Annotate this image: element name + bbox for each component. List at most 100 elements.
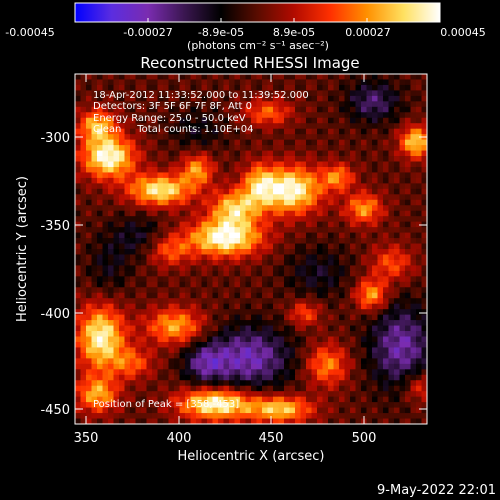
heatmap-cell bbox=[124, 303, 131, 310]
heatmap-cell bbox=[91, 396, 98, 403]
heatmap-cell bbox=[311, 259, 318, 266]
heatmap-cell bbox=[410, 166, 417, 173]
heatmap-cell bbox=[174, 221, 180, 228]
heatmap-cell bbox=[152, 101, 158, 108]
heatmap-cell bbox=[130, 161, 136, 168]
heatmap-cell bbox=[284, 243, 290, 250]
heatmap-cell bbox=[339, 161, 345, 168]
heatmap-cell bbox=[185, 298, 191, 305]
heatmap-cell bbox=[394, 79, 400, 86]
heatmap-cell bbox=[229, 210, 235, 217]
heatmap-cell bbox=[152, 303, 158, 310]
heatmap-cell bbox=[256, 320, 263, 326]
heatmap-cell bbox=[141, 145, 147, 151]
heatmap-cell bbox=[278, 287, 285, 294]
heatmap-cell bbox=[152, 145, 158, 151]
heatmap-cell bbox=[339, 128, 345, 135]
heatmap-cell bbox=[174, 292, 180, 299]
heatmap-cell bbox=[372, 79, 378, 86]
heatmap-cell bbox=[383, 402, 389, 408]
heatmap-cell bbox=[179, 139, 186, 146]
heatmap-cell bbox=[289, 134, 296, 141]
heatmap-cell bbox=[394, 134, 400, 141]
heatmap-cell bbox=[130, 205, 136, 212]
heatmap-cell bbox=[119, 74, 125, 80]
heatmap-cell bbox=[339, 243, 345, 250]
heatmap-cell bbox=[366, 156, 373, 162]
heatmap-cell bbox=[245, 270, 252, 277]
heatmap-cell bbox=[152, 287, 158, 294]
heatmap-cell bbox=[416, 314, 422, 321]
heatmap-cell bbox=[212, 188, 219, 195]
heatmap-cell bbox=[130, 314, 136, 321]
heatmap-cell bbox=[229, 194, 235, 201]
heatmap-cell bbox=[416, 210, 422, 217]
heatmap-cell bbox=[245, 194, 252, 201]
heatmap-cell bbox=[240, 298, 246, 305]
heatmap-cell bbox=[179, 287, 186, 294]
heatmap-cell bbox=[212, 123, 219, 130]
heatmap-cell bbox=[405, 227, 411, 233]
heatmap-cell bbox=[245, 396, 252, 403]
heatmap-cell bbox=[80, 183, 87, 190]
heatmap-cell bbox=[372, 74, 378, 80]
heatmap-cell bbox=[410, 298, 417, 305]
heatmap-cell bbox=[80, 205, 87, 212]
heatmap-cell bbox=[91, 101, 98, 108]
heatmap-cell bbox=[383, 287, 389, 294]
heatmap-cell bbox=[366, 183, 373, 190]
heatmap-cell bbox=[141, 347, 147, 354]
heatmap-cell bbox=[416, 117, 422, 124]
heatmap-cell bbox=[399, 183, 406, 190]
heatmap-cell bbox=[119, 331, 125, 337]
heatmap-cell bbox=[251, 79, 257, 86]
heatmap-cell bbox=[311, 106, 318, 113]
heatmap-cell bbox=[289, 270, 296, 277]
heatmap-cell bbox=[234, 156, 241, 162]
heatmap-cell bbox=[361, 391, 367, 398]
heatmap-cell bbox=[240, 396, 246, 403]
heatmap-cell bbox=[388, 150, 395, 157]
heatmap-cell bbox=[377, 320, 384, 326]
heatmap-cell bbox=[317, 177, 323, 184]
heatmap-cell bbox=[295, 287, 301, 294]
heatmap-cell bbox=[152, 347, 158, 354]
heatmap-cell bbox=[108, 352, 114, 359]
heatmap-cell bbox=[262, 391, 268, 398]
heatmap-cell bbox=[317, 117, 323, 124]
heatmap-cell bbox=[75, 227, 81, 233]
heatmap-cell bbox=[240, 320, 246, 326]
heatmap-cell bbox=[328, 287, 334, 294]
heatmap-cell bbox=[124, 358, 131, 365]
heatmap-cell bbox=[146, 199, 153, 206]
heatmap-cell bbox=[322, 150, 329, 157]
heatmap-cell bbox=[339, 117, 345, 124]
heatmap-cell bbox=[234, 292, 241, 299]
heatmap-cell bbox=[361, 314, 367, 321]
heatmap-cell bbox=[218, 418, 224, 425]
heatmap-cell bbox=[97, 90, 103, 97]
heatmap-cell bbox=[124, 341, 131, 348]
heatmap-cell bbox=[91, 270, 98, 277]
heatmap-cell bbox=[80, 177, 87, 184]
heatmap-cell bbox=[80, 287, 87, 294]
heatmap-cell bbox=[328, 270, 334, 277]
heatmap-cell bbox=[300, 210, 307, 217]
heatmap-cell bbox=[333, 402, 340, 408]
heatmap-cell bbox=[212, 134, 219, 141]
heatmap-cell bbox=[212, 79, 219, 86]
heatmap-cell bbox=[201, 418, 208, 425]
heatmap-cell bbox=[273, 112, 279, 119]
heatmap-cell bbox=[163, 128, 169, 135]
heatmap-cell bbox=[377, 391, 384, 398]
heatmap-cell bbox=[102, 254, 109, 261]
heatmap-cell bbox=[405, 347, 411, 354]
heatmap-cell bbox=[179, 145, 186, 151]
heatmap-cell bbox=[394, 287, 400, 294]
heatmap-cell bbox=[366, 363, 373, 370]
heatmap-cell bbox=[245, 177, 252, 184]
heatmap-cell bbox=[130, 309, 136, 316]
heatmap-cell bbox=[190, 95, 197, 102]
heatmap-cell bbox=[311, 347, 318, 354]
heatmap-cell bbox=[306, 95, 312, 102]
